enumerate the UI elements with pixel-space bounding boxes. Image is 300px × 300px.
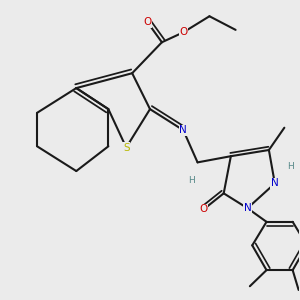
Text: N: N <box>244 203 251 213</box>
Text: H: H <box>188 176 195 185</box>
Text: O: O <box>179 27 188 37</box>
Text: O: O <box>143 17 152 27</box>
Text: S: S <box>123 142 130 152</box>
Text: N: N <box>179 125 187 135</box>
Text: N: N <box>271 178 279 188</box>
Text: O: O <box>200 204 208 214</box>
Text: H: H <box>287 162 294 171</box>
